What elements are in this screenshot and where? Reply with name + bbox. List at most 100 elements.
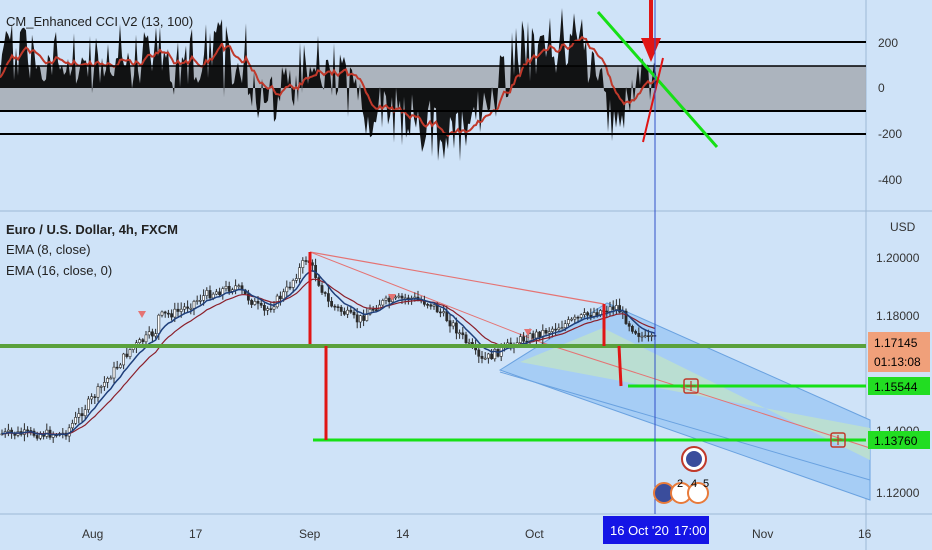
candle-body — [208, 290, 212, 299]
price-tick-label: 1.12000 — [876, 486, 920, 500]
cci-tick-label: 200 — [878, 36, 898, 50]
candle-body — [304, 260, 308, 262]
candle-body — [278, 295, 282, 300]
candle-body — [138, 339, 142, 344]
candle-body — [442, 311, 446, 314]
candle-body — [570, 318, 574, 321]
symbol-title: Euro / U.S. Dollar, 4h, FXCM — [6, 222, 178, 237]
candle-body — [7, 429, 10, 432]
candle-body — [371, 308, 375, 311]
time-tick-label: Oct — [525, 527, 544, 541]
ema-16-line — [1, 278, 655, 435]
candle-body — [93, 396, 97, 398]
ema-8-legend: EMA (8, close) — [6, 242, 91, 257]
target-marker-icon[interactable] — [683, 378, 699, 394]
event-count: 2 — [677, 478, 683, 490]
candle-body — [624, 310, 628, 324]
candle-body — [83, 409, 87, 417]
candle-body — [259, 303, 263, 306]
channel-center-line — [499, 371, 871, 481]
candle-body — [550, 328, 554, 332]
descending-trendline[interactable] — [309, 251, 605, 305]
candle-body — [173, 308, 177, 318]
candle-body — [294, 278, 298, 281]
candle-body — [554, 328, 558, 331]
candle-body — [589, 314, 593, 318]
candle-body — [352, 311, 356, 316]
candle-body — [397, 295, 401, 298]
candle-body — [346, 309, 350, 315]
cci-tick-label: -400 — [878, 173, 902, 187]
candle-body — [547, 331, 551, 334]
candle-body — [215, 291, 218, 295]
candle-body — [176, 308, 180, 312]
oscillator-title: CM_Enhanced CCI V2 (13, 100) — [6, 14, 193, 29]
candle-body — [643, 335, 647, 337]
candle-body — [557, 327, 561, 330]
target-price-badge: 1.13760 — [868, 431, 930, 449]
candle-body — [112, 366, 116, 379]
candle-body — [80, 413, 84, 417]
candle-body — [464, 334, 468, 344]
candle-body — [586, 312, 590, 316]
candle-body — [160, 311, 164, 316]
candle-body — [163, 311, 167, 314]
candle-body — [429, 304, 433, 307]
candle-body — [119, 364, 122, 368]
candle-body — [646, 335, 650, 337]
candle-body — [566, 319, 570, 325]
candle-body — [576, 316, 580, 319]
candle-body — [358, 315, 362, 323]
trend-to-channel-line — [309, 251, 541, 343]
candle-body — [288, 286, 292, 289]
current-price-badge: 1.17145 01:13:08 — [868, 332, 930, 372]
candle-body — [192, 301, 196, 309]
candle-body — [490, 353, 494, 360]
candle-body — [170, 313, 174, 318]
candle-body — [183, 306, 186, 310]
candle-body — [387, 297, 391, 303]
candle-body — [355, 314, 359, 323]
channel-middle-band — [520, 328, 870, 460]
time-tick-label: Sep — [299, 527, 321, 541]
price-axis-area[interactable] — [866, 0, 932, 550]
candle-body — [534, 331, 538, 339]
cci-axis: 200 0 -200 -400 — [878, 36, 902, 187]
candle-body — [573, 316, 577, 320]
candle-body — [333, 305, 337, 308]
candle-body — [285, 286, 289, 293]
candle-body — [522, 336, 526, 342]
candle-body — [234, 285, 238, 291]
candle-body — [486, 353, 490, 359]
candle-body — [301, 260, 305, 268]
time-tick-label: 16 — [858, 527, 872, 541]
target-price-2: 1.13760 — [874, 434, 918, 448]
cci-layer — [0, 8, 657, 162]
ema-8-line — [1, 269, 656, 436]
candle-body — [87, 398, 90, 410]
vertical-marker — [617, 345, 623, 387]
candle-body — [342, 311, 346, 315]
candle-body — [211, 293, 215, 299]
candle-body — [202, 295, 206, 301]
candle-body — [125, 353, 129, 357]
candle-body — [374, 309, 378, 311]
ema-16-legend: EMA (16, close, 0) — [6, 263, 112, 278]
economic-events-icon[interactable]: 2 4 5 — [653, 446, 709, 504]
target-marker-icon[interactable] — [830, 432, 846, 448]
candle-body — [634, 331, 638, 334]
candle-body — [317, 277, 321, 286]
candle-body — [336, 306, 340, 308]
time-axis[interactable]: Aug 17 Sep 14 Oct Nov 16 — [82, 527, 872, 541]
candle-body — [141, 339, 145, 343]
candle-body — [224, 285, 228, 289]
candle-body — [218, 291, 222, 296]
price-tick-label: 1.18000 — [876, 309, 920, 323]
candle-body — [563, 323, 567, 329]
candle-body — [151, 331, 154, 337]
candle-body — [330, 300, 334, 307]
event-count: 5 — [703, 478, 709, 490]
candle-body — [467, 342, 471, 344]
candle-body — [106, 378, 110, 383]
candle-body — [205, 290, 209, 296]
